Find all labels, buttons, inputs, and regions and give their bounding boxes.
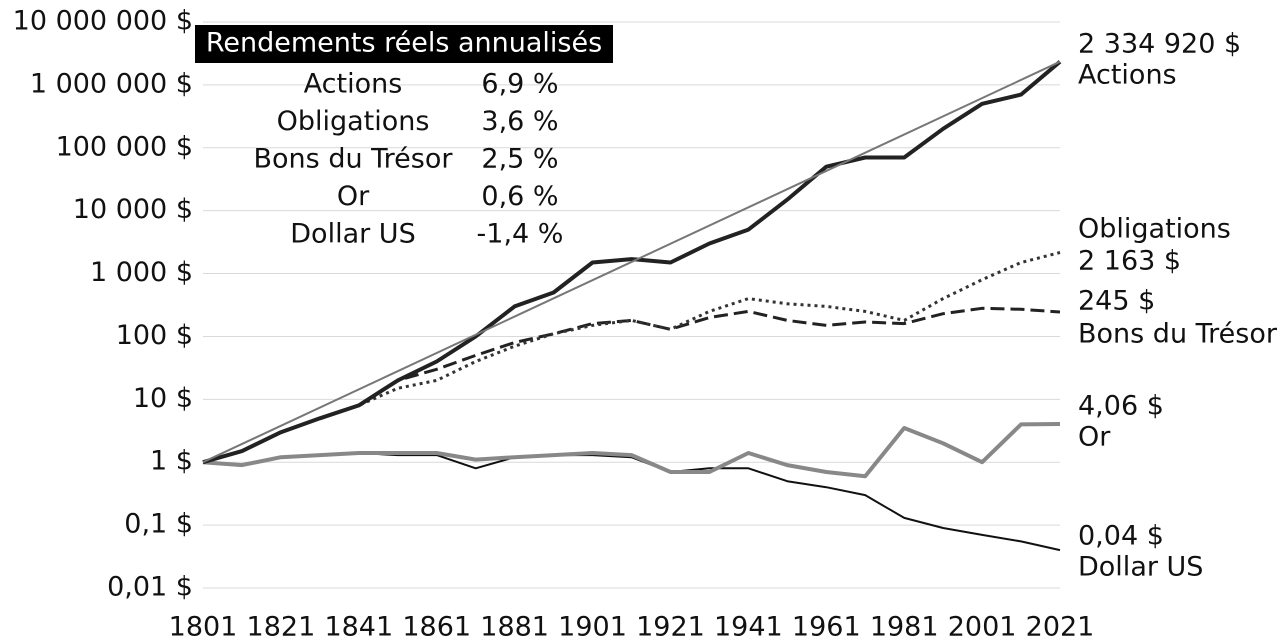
y-tick-label: 1 000 $ xyxy=(90,257,193,288)
x-tick-label: 1901 xyxy=(558,612,627,643)
series-line xyxy=(202,452,1061,552)
x-tick-label: 1981 xyxy=(870,612,939,643)
y-tick-label: 1 000 000 $ xyxy=(30,68,193,99)
end-value-label: 245 $ xyxy=(1078,286,1155,317)
end-series-name: Or xyxy=(1078,422,1111,453)
annotation-name: Actions xyxy=(304,69,403,100)
trend-line xyxy=(202,60,1061,464)
annotation-value: 2,5 % xyxy=(481,144,558,175)
y-tick-label: 10 $ xyxy=(133,383,193,414)
x-tick-label: 1861 xyxy=(402,612,471,643)
annotation-value: 3,6 % xyxy=(481,106,558,137)
y-tick-label: 10 000 000 $ xyxy=(13,6,193,37)
end-series-name: Dollar US xyxy=(1078,552,1203,583)
series-line xyxy=(202,60,1062,465)
annotation-name: Or xyxy=(337,181,370,212)
end-value-label: 2 163 $ xyxy=(1078,246,1181,277)
annotation-name: Obligations xyxy=(277,106,430,137)
x-tick-label: 2021 xyxy=(1026,612,1095,643)
x-tick-label: 1941 xyxy=(714,612,783,643)
x-tick-label: 1921 xyxy=(636,612,705,643)
series-line xyxy=(202,251,1061,464)
x-tick-label: 1821 xyxy=(247,612,316,643)
annotation-value: 6,9 % xyxy=(481,69,558,100)
y-tick-label: 1 $ xyxy=(150,446,193,477)
end-value-label: 0,04 $ xyxy=(1078,521,1164,552)
y-tick-label: 10 000 $ xyxy=(73,194,193,225)
annotation-value: 0,6 % xyxy=(481,181,558,212)
x-tick-label: 1881 xyxy=(480,612,549,643)
annotation-name: Bons du Trésor xyxy=(254,144,454,175)
annotation-title: Rendements réels annualisés xyxy=(206,28,602,59)
x-tick-label: 2001 xyxy=(948,612,1017,643)
end-series-name: Actions xyxy=(1078,60,1177,91)
y-tick-label: 100 $ xyxy=(116,320,193,351)
x-tick-label: 1801 xyxy=(169,612,238,643)
end-series-name: Obligations xyxy=(1078,214,1231,245)
annotation-title-box xyxy=(195,25,613,63)
end-series-name: Bons du Trésor xyxy=(1078,319,1278,350)
x-tick-label: 1841 xyxy=(324,612,393,643)
annotation-name: Dollar US xyxy=(290,219,415,250)
x-tick-label: 1961 xyxy=(792,612,861,643)
series-line xyxy=(202,422,1061,479)
end-value-label: 2 334 920 $ xyxy=(1078,29,1241,60)
y-tick-label: 0,01 $ xyxy=(107,572,193,603)
annotation-value: -1,4 % xyxy=(477,219,564,250)
end-value-label: 4,06 $ xyxy=(1078,391,1164,422)
y-tick-label: 0,1 $ xyxy=(124,509,193,540)
y-tick-label: 100 000 $ xyxy=(56,131,193,162)
